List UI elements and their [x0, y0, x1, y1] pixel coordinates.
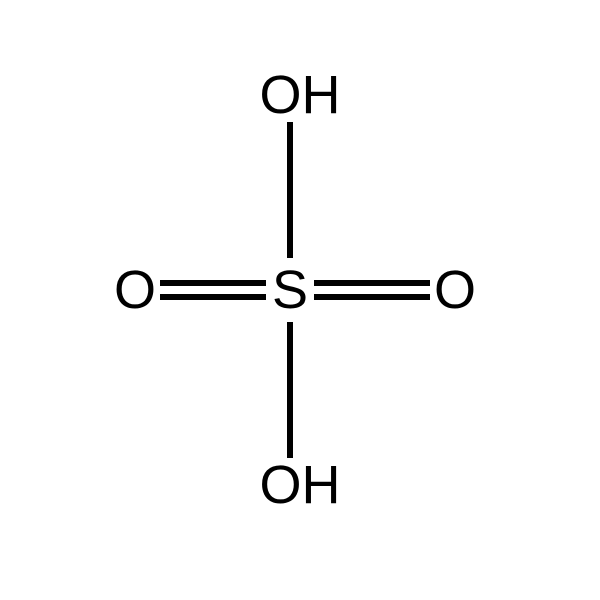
- atom-label-o_left: O: [114, 260, 156, 320]
- atom-label-s: S: [272, 260, 308, 320]
- atoms-group: S OH OH O O: [114, 65, 476, 515]
- atom-label-oh_top: OH: [260, 65, 341, 125]
- molecule-diagram: S OH OH O O: [0, 0, 600, 600]
- atom-label-oh_bot: OH: [260, 455, 341, 515]
- atom-label-o_right: O: [434, 260, 476, 320]
